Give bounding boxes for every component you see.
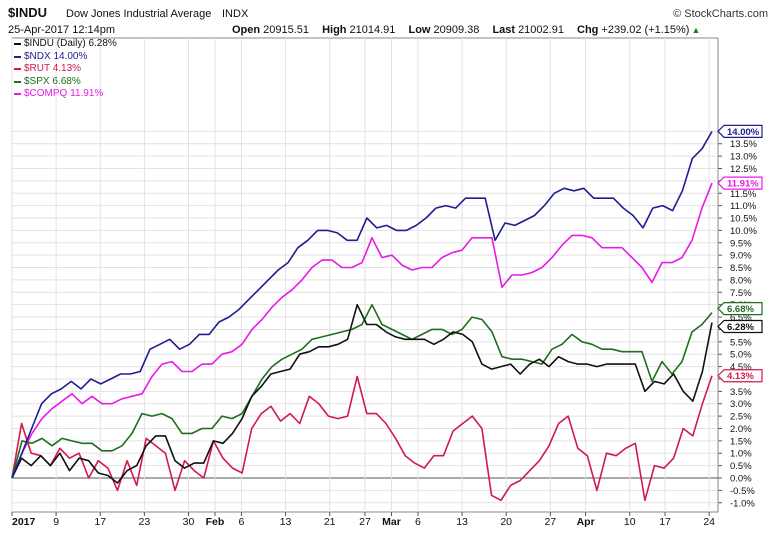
value-tag-spx: 6.68% (717, 302, 763, 316)
high-value: 21014.91 (349, 24, 396, 36)
x-tick-label: Feb (206, 516, 225, 528)
x-tick-label: 10 (624, 516, 636, 528)
y-tick-label: 4.5% (730, 362, 752, 373)
legend-swatch (14, 55, 21, 58)
x-tick-label: 17 (659, 516, 671, 528)
value-tag-indu: 6.28% (717, 319, 763, 334)
x-tick-label: 13 (456, 516, 468, 528)
y-tick-label: 9.5% (730, 238, 752, 249)
legend-item-ndx[interactable]: $NDX 14.00% (14, 51, 117, 64)
y-tick-label: 3.5% (730, 387, 752, 398)
legend-item-rut[interactable]: $RUT 4.13% (14, 63, 117, 76)
x-tick-label: Mar (382, 516, 401, 528)
x-tick-label: 13 (280, 516, 292, 528)
x-tick-label: 24 (703, 516, 715, 528)
series-line-rut (11, 375, 713, 502)
value-tag-box (717, 369, 763, 383)
series-line-spx (11, 303, 713, 479)
value-tag-box (717, 176, 763, 190)
y-tick-label: 9.0% (730, 251, 752, 262)
y-tick-label: 0.0% (730, 474, 752, 485)
x-tick-label: 20 (500, 516, 512, 528)
y-tick-label: 5.5% (730, 337, 752, 348)
y-tick-label: 13.5% (730, 139, 757, 150)
x-tick-label: 6 (415, 516, 421, 528)
x-tick-label: 17 (94, 516, 106, 528)
x-tick-label: 9 (53, 516, 59, 528)
x-tick-label: 23 (139, 516, 151, 528)
legend-item-compq[interactable]: $COMPQ 11.91% (14, 88, 117, 101)
legend-item-spx[interactable]: $SPX 6.68% (14, 76, 117, 89)
low-label: Low (408, 24, 431, 36)
y-tick-label: 0.5% (730, 461, 752, 472)
chg-label: Chg (577, 24, 599, 36)
value-tag-label: 6.68% (727, 304, 754, 315)
x-tick-label: 2017 (12, 516, 36, 528)
y-tick-label: 10.0% (730, 226, 757, 237)
brand-link[interactable]: © StockCharts.com (673, 8, 768, 20)
symbol-label: $INDU (8, 5, 48, 20)
x-tick-label: Apr (577, 516, 595, 528)
series-line-ndx (11, 131, 713, 479)
legend-swatch (14, 43, 21, 46)
x-tick-label: 21 (324, 516, 336, 528)
value-tag-label: 4.13% (727, 371, 754, 382)
legend-swatch (14, 80, 21, 83)
exchange-label: INDX (222, 8, 249, 20)
y-tick-label: 6.5% (730, 313, 752, 324)
series-line-indu (11, 303, 713, 484)
value-tag-label: 14.00% (727, 127, 760, 138)
last-label: Last (492, 24, 516, 36)
value-tag-compq: 11.91% (717, 176, 763, 190)
value-tag-rut: 4.13% (717, 369, 763, 383)
y-tick-label: 7.5% (730, 288, 752, 299)
y-tick-label: 5.0% (730, 350, 752, 361)
y-tick-label: -0.5% (730, 486, 755, 497)
y-tick-label: 8.0% (730, 275, 752, 286)
value-tag-label: 11.91% (727, 179, 759, 190)
quote-bar: Open 20915.51 High 21014.91 Low 20909.38 La… (232, 24, 700, 36)
y-tick-label: 2.0% (730, 424, 752, 435)
x-tick-label: 27 (544, 516, 556, 528)
open-value: 20915.51 (263, 24, 310, 36)
legend-label: $SPX 6.68% (24, 75, 81, 87)
high-label: High (322, 24, 347, 36)
series-line-compq (11, 182, 713, 479)
chg-value: +239.02 (+1.15%) (601, 24, 690, 36)
legend-label: $RUT 4.13% (24, 63, 82, 74)
timestamp: 25-Apr-2017 12:14pm (8, 24, 116, 36)
value-tag-box (717, 302, 763, 316)
y-tick-label: 1.5% (730, 436, 752, 447)
legend-item-indu[interactable]: $INDU (Daily) 6.28% (14, 38, 117, 51)
x-tick-label: 27 (359, 516, 371, 528)
y-tick-label: 2.5% (730, 412, 752, 423)
last-value: 21002.91 (518, 24, 564, 36)
legend-label: $NDX 14.00% (24, 50, 88, 62)
open-label: Open (232, 24, 261, 36)
low-value: 20909.38 (433, 24, 480, 36)
value-tag-ndx: 14.00% (717, 124, 763, 138)
value-tag-box (717, 124, 763, 138)
chart-legend: $INDU (Daily) 6.28% $NDX 14.00% $RUT 4.1… (14, 38, 117, 101)
legend-swatch (14, 93, 21, 96)
y-tick-label: 8.5% (730, 263, 752, 274)
y-tick-label: 11.5% (730, 189, 757, 200)
up-triangle-icon: ▲ (691, 25, 701, 35)
y-tick-label: 11.0% (730, 201, 757, 212)
y-tick-label: 13.0% (730, 152, 757, 163)
value-tag-label: 6.28% (727, 322, 754, 333)
index-name: Dow Jones Industrial Average (66, 8, 212, 20)
y-tick-label: 10.5% (730, 214, 757, 225)
legend-swatch (14, 68, 21, 71)
value-tag-box (717, 319, 763, 334)
y-tick-label: 12.5% (730, 164, 757, 175)
legend-label: $INDU (Daily) 6.28% (24, 38, 117, 49)
x-tick-label: 6 (239, 516, 245, 528)
y-tick-label: 3.0% (730, 399, 752, 410)
x-tick-label: 30 (183, 516, 195, 528)
legend-label: $COMPQ 11.91% (24, 88, 104, 99)
y-tick-label: -1.0% (730, 498, 755, 509)
y-tick-label: 1.0% (730, 449, 752, 460)
